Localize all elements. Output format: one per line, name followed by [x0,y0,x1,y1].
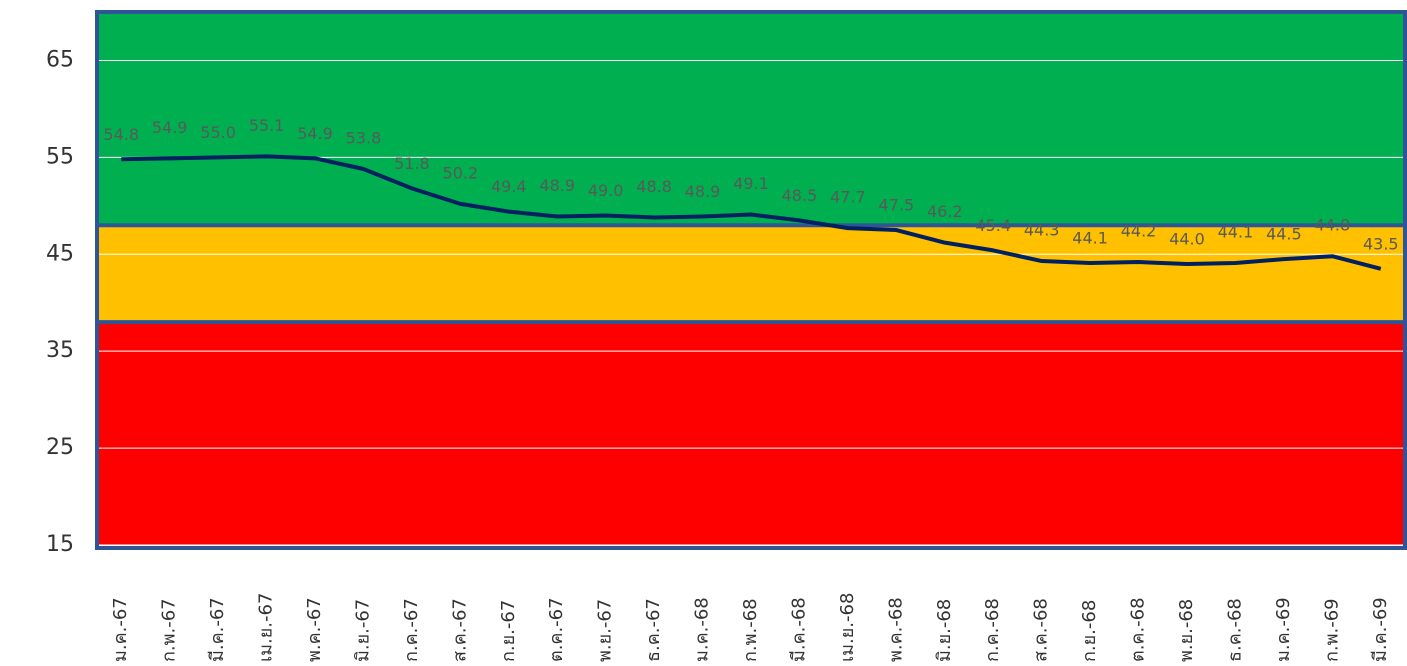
value-label: 44.3 [1024,221,1060,240]
y-tick-label: 65 [46,47,74,72]
value-label: 49.4 [491,177,527,196]
x-tick-label: ส.ค.-68 [1031,598,1052,662]
x-tick-label: มิ.ย.-67 [352,599,373,662]
value-label: 50.2 [443,163,479,182]
value-label: 46.2 [927,202,963,221]
y-tick-label: 15 [46,532,74,557]
value-label: 55.0 [200,123,236,142]
value-label: 47.7 [830,188,866,207]
x-tick-label: ม.ค.-69 [1273,597,1294,662]
x-tick-label: ต.ค.-68 [1128,597,1149,662]
line [121,154,1382,271]
x-tick-label: ม.ค.-67 [110,597,131,662]
zone-band [97,225,1405,323]
value-label: 54.8 [103,125,139,144]
value-label: 44.8 [1315,216,1351,235]
x-tick-label: มี.ค.-68 [788,597,809,662]
x-tick-label: ก.ค.-68 [982,598,1003,662]
y-tick-label: 55 [46,144,74,169]
value-label: 54.9 [152,118,188,137]
x-tick-label: มี.ค.-69 [1370,597,1391,662]
x-tick-label: ก.พ.-67 [159,598,180,662]
x-tick-label: พ.ค.-68 [885,597,906,662]
x-tick-label: พ.ย.-67 [595,599,616,662]
x-tick-label: มิ.ย.-68 [934,599,955,662]
x-tick-label: ก.ย.-68 [1079,600,1100,662]
value-label: 54.9 [297,124,333,143]
value-label: 44.2 [1121,222,1157,241]
value-label: 44.1 [1072,228,1108,247]
x-tick-label: เม.ย.-68 [837,593,858,662]
zone-band [97,12,1405,226]
value-label: 51.8 [394,154,430,173]
value-label: 47.5 [879,196,915,215]
value-label: 45.4 [975,216,1011,235]
value-label: 44.1 [1218,222,1254,241]
x-tick-label: ก.ค.-67 [401,598,422,662]
x-tick-label: พ.ย.-68 [1176,599,1197,662]
value-label: 44.5 [1266,225,1302,244]
value-label: 49.0 [588,181,624,200]
value-label: 48.9 [685,182,721,201]
value-label: 53.8 [346,128,382,147]
y-tick-label: 35 [46,338,74,363]
value-label: 55.1 [249,116,285,135]
zone-band [97,322,1405,545]
x-tick-label: ส.ค.-67 [449,598,470,662]
x-tick-label: ก.พ.-69 [1321,598,1342,662]
x-tick-label: ธ.ค.-67 [643,598,664,662]
value-label: 48.5 [782,186,818,205]
x-tick-label: ม.ค.-68 [692,597,713,662]
value-label: 48.8 [636,177,672,196]
value-label: 44.0 [1169,229,1205,248]
x-tick-label: ต.ค.-67 [546,597,567,662]
x-tick-label: พ.ค.-67 [304,597,325,662]
y-tick-label: 25 [46,435,74,460]
y-tick-label: 45 [46,241,74,266]
value-label: 48.9 [539,176,575,195]
x-tick-label: ธ.ค.-68 [1224,598,1245,662]
x-tick-label: ก.ย.-67 [498,600,519,662]
value-label: 43.5 [1363,234,1399,253]
x-tick-label: ก.พ.-68 [740,598,761,662]
x-tick-label: มี.ค.-67 [207,597,228,662]
value-label: 49.1 [733,174,769,193]
plot-border [95,10,1407,550]
x-tick-label: เม.ย.-67 [256,593,277,662]
